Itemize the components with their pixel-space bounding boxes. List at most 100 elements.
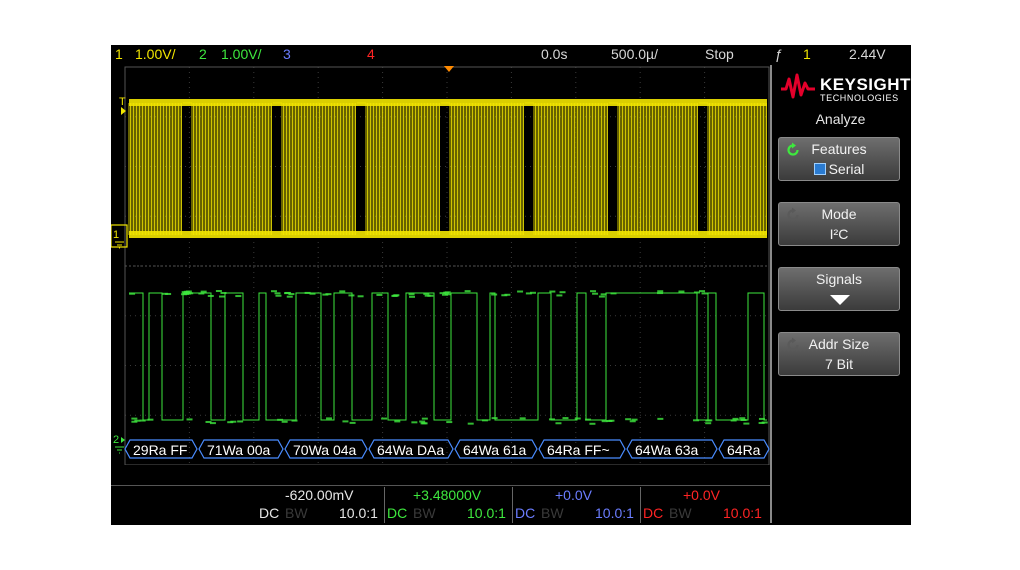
ch1-bw-limit[interactable]: BW (285, 505, 308, 521)
ch2-noise (678, 290, 685, 293)
ch3-probe[interactable]: 10.0:1 (595, 505, 634, 521)
time-reference-marker[interactable] (444, 66, 454, 72)
ch2-noise (517, 290, 524, 293)
ch2-noise (408, 293, 415, 296)
trigger-level-arrow-icon[interactable] (121, 107, 126, 115)
ch2-noise (275, 294, 282, 297)
softkey-addr-size[interactable]: Addr Size 7 Bit (778, 332, 900, 376)
ch3-offset[interactable]: +0.0V (555, 487, 592, 503)
ch2-noise (556, 294, 563, 297)
ch4-bw-limit[interactable]: BW (669, 505, 692, 521)
ch2-noise (270, 290, 277, 293)
ch2-probe[interactable]: 10.0:1 (467, 505, 506, 521)
ch2-noise (730, 419, 737, 422)
ch2-scale[interactable]: 1.00V/ (221, 46, 262, 62)
keysight-wave-icon (781, 73, 815, 99)
trigger-source[interactable]: 1 (803, 46, 811, 62)
decode-packet-label: 71Wa 00a (207, 442, 271, 458)
time-delay[interactable]: 0.0s (541, 46, 568, 62)
ch2-noise (161, 292, 168, 295)
ch1-ground-marker[interactable]: 1 (113, 229, 119, 241)
ch1-coupling[interactable]: DC (259, 505, 280, 521)
ch2-noise (424, 294, 431, 297)
ch4-probe[interactable]: 10.0:1 (723, 505, 762, 521)
rotate-icon (787, 337, 799, 351)
ch3-coupling[interactable]: DC (515, 505, 536, 521)
ch4-number[interactable]: 4 (367, 46, 375, 62)
trigger-slope-icon: ƒ (775, 46, 783, 62)
ch2-noise (467, 422, 474, 425)
decode-packet-frame (198, 439, 284, 459)
ch1-probe[interactable]: 10.0:1 (339, 505, 378, 521)
ch1-low-band (129, 231, 767, 238)
ch2-number[interactable]: 2 (199, 46, 207, 62)
ch2-ground-marker[interactable]: 2 (113, 434, 119, 446)
ch3-bw-limit[interactable]: BW (541, 505, 564, 521)
softkey-features-label: Features (811, 141, 867, 157)
ch1-ground-marker-box[interactable] (111, 224, 128, 248)
ch4-coupling[interactable]: DC (643, 505, 664, 521)
ch2-noise (481, 419, 488, 422)
menu-title: Analyze (815, 111, 866, 127)
ch2-noise (548, 418, 555, 421)
ch2-noise (739, 417, 746, 420)
ch2-noise (491, 293, 498, 296)
ch2-noise (444, 291, 451, 294)
ch2-noise (349, 421, 356, 424)
ch2-noise (758, 421, 765, 424)
ch1-waveform (128, 99, 767, 238)
ch2-noise (325, 293, 332, 296)
ch1-offset[interactable]: -620.00mV (285, 487, 354, 503)
ch1-number[interactable]: 1 (115, 46, 123, 62)
ch2-noise (357, 295, 364, 298)
ch2-noise (205, 420, 212, 423)
ch2-noise (657, 417, 664, 420)
ch2-noise (549, 290, 556, 293)
serial-decode-bus: 29Ra FF 71Wa 00a 70Wa 04a 64Wa DAa 64Wa 61a 6… (124, 439, 770, 459)
decode-packet-label: 29Ra FF (133, 442, 187, 458)
trigger-level-marker[interactable]: T (119, 96, 126, 108)
waveform-area[interactable]: 29Ra FF 71Wa 00a 70Wa 04a 64Wa DAa 64Wa 61a 6… (111, 45, 771, 465)
ch2-noise (274, 292, 281, 295)
ch2-noise (200, 290, 207, 293)
ch4-offset[interactable]: +0.0V (683, 487, 720, 503)
softkey-features[interactable]: Features Serial (778, 137, 900, 181)
trigger-level[interactable]: 2.44V (849, 46, 886, 62)
softkey-mode[interactable]: Mode I²C (778, 202, 900, 246)
softkey-signals-label: Signals (816, 271, 862, 287)
ch2-noise (134, 419, 141, 422)
rotate-icon (787, 207, 799, 221)
ch2-noise (584, 418, 591, 421)
ch2-noise (237, 420, 244, 423)
ch2-noise (555, 422, 562, 425)
run-state: Stop (705, 46, 734, 62)
ch2-noise (147, 418, 154, 421)
ch2-noise (529, 291, 536, 294)
ch2-noise (288, 293, 295, 296)
decode-packet-label: 64Ra (727, 442, 761, 458)
ch2-noise (445, 293, 452, 296)
ch2-noise (631, 418, 638, 421)
ch2-noise (519, 417, 526, 420)
ch3-number[interactable]: 3 (283, 46, 291, 62)
ch2-noise (601, 420, 608, 423)
time-scale[interactable]: 500.0µ/ (611, 46, 658, 62)
ch2-noise (589, 422, 596, 425)
ch2-noise (600, 293, 607, 296)
ch2-coupling[interactable]: DC (387, 505, 408, 521)
ch2-noise (419, 420, 426, 423)
ch1-scale[interactable]: 1.00V/ (135, 46, 176, 62)
ch2-bw-limit[interactable]: BW (413, 505, 436, 521)
ch2-noise (326, 417, 333, 420)
ch2-trace (129, 292, 767, 421)
ch2-noise (657, 290, 664, 293)
ch2-noise (439, 292, 446, 295)
softkey-signals[interactable]: Signals (778, 267, 900, 311)
ch2-offset[interactable]: +3.48000V (413, 487, 482, 503)
ch2-noise (131, 420, 138, 423)
ch2-noise (209, 422, 216, 425)
decode-packet-frame (284, 439, 368, 459)
channel-readouts: -620.00mV DC BW 10.0:1 +3.48000V DC BW 1… (111, 485, 770, 525)
softkey-mode-label: Mode (821, 206, 857, 222)
decode-packet-label: 64Wa 61a (463, 442, 527, 458)
